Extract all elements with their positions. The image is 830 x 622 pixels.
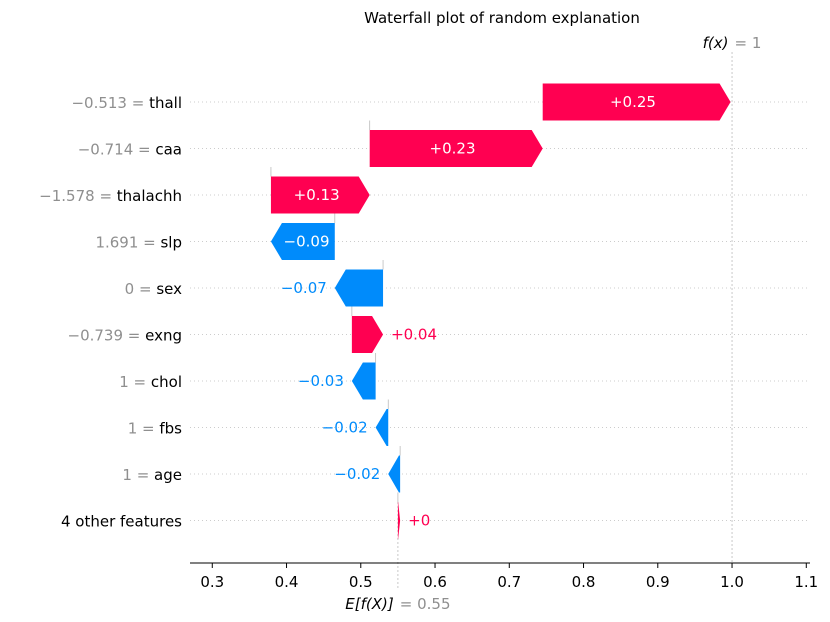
feature-name: fbs bbox=[159, 420, 182, 438]
feature-value: 0 = bbox=[125, 280, 157, 298]
feature-value: −1.578 = bbox=[39, 187, 117, 205]
feature-label: 1 = age bbox=[122, 466, 182, 484]
x-tick-label: 1.0 bbox=[720, 573, 744, 591]
x-tick-label: 0.8 bbox=[572, 573, 596, 591]
feature-label: 0 = sex bbox=[125, 280, 182, 298]
feature-name: exng bbox=[145, 327, 182, 345]
feature-label: −0.714 = caa bbox=[78, 141, 182, 159]
feature-label: 1.691 = slp bbox=[95, 234, 182, 252]
bar-value-label: −0.02 bbox=[322, 419, 368, 437]
base-value-annotation: E[f(X)] = 0.55 bbox=[345, 595, 450, 613]
bar bbox=[334, 269, 384, 307]
feature-name: 4 other features bbox=[61, 513, 182, 531]
feature-name: age bbox=[154, 466, 182, 484]
bar-value-label: −0.07 bbox=[281, 279, 327, 297]
feature-value: −0.714 = bbox=[78, 141, 156, 159]
feature-label: 1 = chol bbox=[119, 373, 182, 391]
x-tick-label: 0.4 bbox=[275, 573, 299, 591]
bar-value-label: +0.23 bbox=[430, 140, 476, 158]
feature-name: thall bbox=[149, 94, 182, 112]
feature-label: −0.739 = exng bbox=[68, 327, 183, 345]
feature-label: −0.513 = thall bbox=[71, 94, 182, 112]
feature-label: 4 other features bbox=[61, 513, 182, 531]
final-value-text: = 1 bbox=[735, 34, 762, 52]
x-tick-label: 0.5 bbox=[349, 573, 373, 591]
final-value-label: f(x) bbox=[703, 34, 729, 52]
feature-value: 1.691 = bbox=[95, 234, 160, 252]
feature-value: −0.739 = bbox=[68, 327, 146, 345]
bar bbox=[375, 409, 389, 446]
x-tick-label: 0.7 bbox=[497, 573, 521, 591]
feature-name: caa bbox=[155, 141, 182, 159]
bar-value-label: +0.04 bbox=[391, 326, 437, 344]
chart-title: Waterfall plot of random explanation bbox=[364, 9, 640, 27]
bar-value-label: −0.03 bbox=[298, 372, 344, 390]
base-value-label: E[f(X)] bbox=[345, 595, 394, 613]
feature-value: 1 = bbox=[128, 420, 160, 438]
feature-value: 1 = bbox=[119, 373, 151, 391]
reference-lines bbox=[270, 52, 733, 588]
x-tick-label: 0.3 bbox=[200, 573, 224, 591]
feature-value: −0.513 = bbox=[71, 94, 149, 112]
feature-label: 1 = fbs bbox=[128, 420, 182, 438]
bar bbox=[397, 502, 401, 539]
bar-value-label: −0.09 bbox=[284, 233, 330, 251]
bar bbox=[270, 223, 335, 260]
bar-value-label: +0.13 bbox=[294, 186, 340, 204]
x-tick-label: 1.1 bbox=[794, 573, 818, 591]
bar bbox=[351, 362, 376, 400]
feature-label: −1.578 = thalachh bbox=[39, 187, 182, 205]
bar bbox=[388, 455, 401, 493]
feature-name: chol bbox=[151, 373, 182, 391]
bar-value-label: +0.25 bbox=[610, 93, 656, 111]
x-axis: 0.3 0.4 0.5 0.6 0.7 0.8 0.9 1.0 1.1 bbox=[190, 562, 818, 591]
x-tick-label: 0.6 bbox=[423, 573, 447, 591]
feature-name: slp bbox=[160, 234, 182, 252]
annotations: f(x) = 1 E[f(X)] = 0.55 bbox=[345, 34, 761, 613]
bars: +0.25 +0.23 +0.13 −0.09 −0.07 +0.04 −0.03 −0.02… bbox=[270, 83, 731, 539]
feature-name: thalachh bbox=[117, 187, 182, 205]
bar bbox=[542, 83, 731, 121]
bar-value-label: +0 bbox=[408, 512, 430, 530]
bar bbox=[351, 316, 384, 353]
bar-value-label: −0.02 bbox=[334, 465, 380, 483]
base-value-text: = 0.55 bbox=[400, 595, 451, 613]
feature-labels: −0.513 = thall −0.714 = caa −1.578 = thala… bbox=[39, 94, 182, 531]
x-tick-label: 0.9 bbox=[646, 573, 670, 591]
feature-value: 1 = bbox=[122, 466, 154, 484]
bar bbox=[369, 130, 543, 167]
final-value-annotation: f(x) = 1 bbox=[703, 34, 762, 52]
bar bbox=[270, 176, 370, 214]
feature-name: sex bbox=[156, 280, 182, 298]
